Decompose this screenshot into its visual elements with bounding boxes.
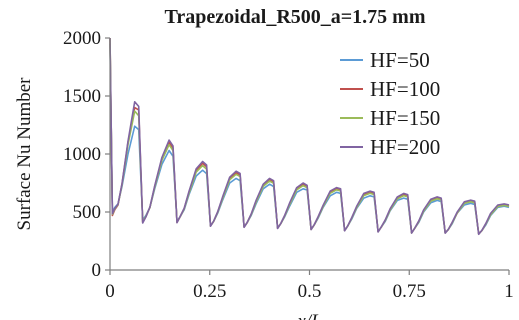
legend: HF=50 HF=100 HF=150 HF=200 (340, 48, 440, 159)
x-tick-label: 0.25 (193, 281, 226, 302)
series-line-hf-200 (109, 37, 510, 236)
y-axis-label: Surface Nu Number (14, 77, 35, 231)
x-axis-label: x/L (296, 311, 321, 320)
x-tick-label: 0.75 (393, 281, 426, 302)
legend-label: HF=50 (370, 48, 430, 72)
y-tick-label: 500 (73, 202, 102, 223)
x-tick-label: 1 (504, 281, 514, 302)
axes: 0 500 1000 1500 2000 0 0.25 0.5 0.75 1 (63, 28, 514, 302)
y-tick-label: 2000 (63, 28, 101, 49)
legend-label: HF=100 (370, 77, 440, 101)
y-tick-label: 0 (92, 260, 102, 281)
plot-area (109, 37, 510, 236)
chart-title: Trapezoidal_R500_a=1.75 mm (164, 6, 425, 28)
legend-label: HF=200 (370, 135, 440, 159)
x-tick-label: 0 (105, 281, 115, 302)
legend-label: HF=150 (370, 106, 440, 130)
y-tick-label: 1000 (63, 144, 101, 165)
x-tick-label: 0.5 (298, 281, 322, 302)
y-tick-label: 1500 (63, 86, 101, 107)
